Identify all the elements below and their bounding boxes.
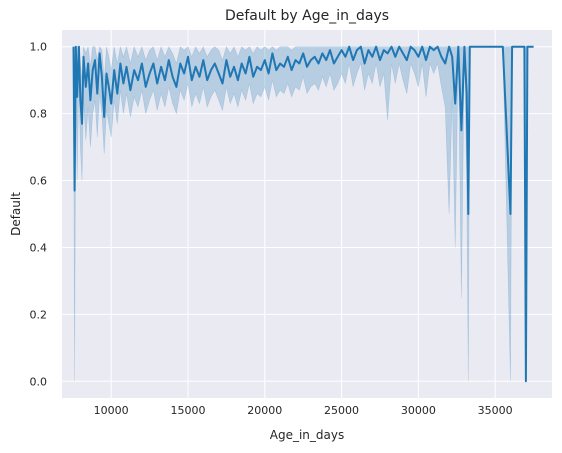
y-tick-label: 1.0 [30,41,48,54]
y-tick-label: 0.0 [30,375,48,388]
x-tick-label: 30000 [401,404,436,417]
y-tick-label: 0.8 [30,108,48,121]
x-axis-label: Age_in_days [270,428,344,442]
tick-labels: 10000 15000 20000 25000 30000 35000 0.0 0.2 0.4 0… [30,41,513,417]
y-tick-label: 0.2 [30,308,48,321]
y-tick-label: 0.6 [30,175,48,188]
default-rate-line [72,45,534,383]
x-tick-label: 10000 [94,404,129,417]
y-tick-label: 0.4 [30,241,48,254]
x-tick-label: 20000 [247,404,282,417]
x-tick-label: 15000 [170,404,205,417]
x-tick-label: 35000 [478,404,513,417]
series-line-group [72,45,534,383]
y-axis-label: Default [9,192,23,236]
gridlines [62,30,552,398]
x-tick-label: 25000 [324,404,359,417]
chart-title: Default by Age_in_days [225,8,389,24]
